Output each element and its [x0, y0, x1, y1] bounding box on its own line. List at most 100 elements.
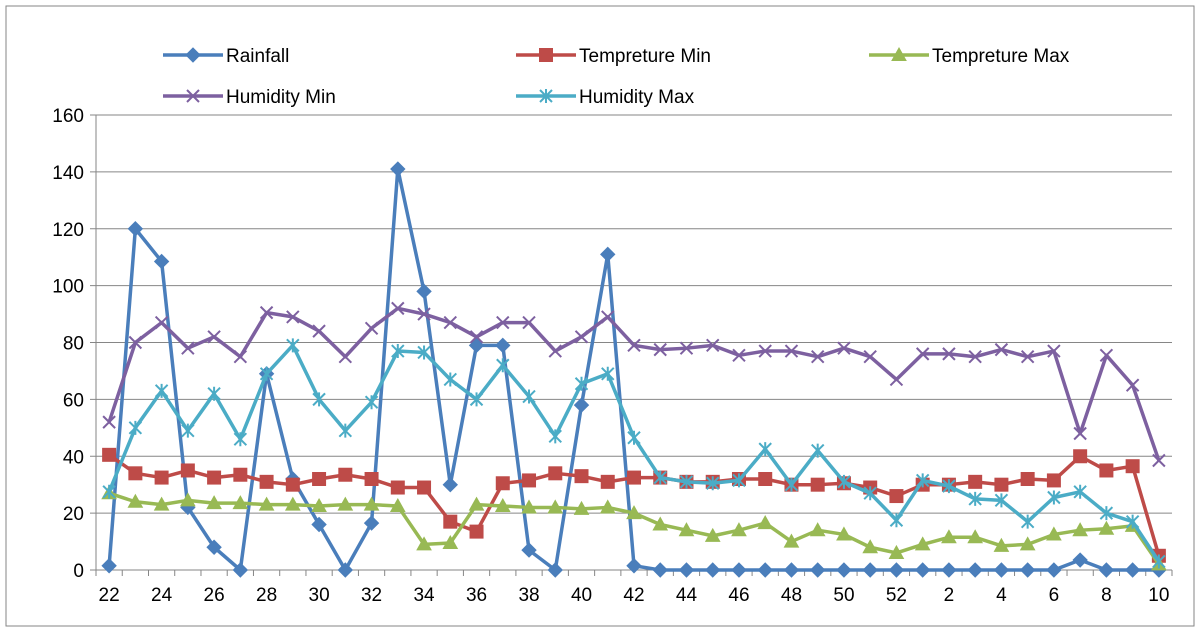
legend-item: Humidity Min: [163, 87, 336, 108]
data-point: [993, 562, 1010, 578]
legend-label: Humidity Max: [579, 87, 695, 108]
data-point: [942, 347, 956, 361]
data-point: [417, 307, 431, 321]
y-tick-label: 160: [52, 106, 84, 127]
data-point: [284, 496, 301, 511]
data-point: [468, 337, 485, 354]
data-point: [626, 505, 642, 520]
data-point: [416, 536, 432, 551]
data-point: [574, 376, 589, 391]
x-axis: 22 24 26 28 30 32 34 36 38 40 42 44 46 48 50 52 2 4 6 8 10: [95, 569, 1173, 606]
data-point: [1019, 562, 1036, 578]
x-tick-label: 44: [676, 585, 698, 606]
data-point: [312, 392, 326, 407]
data-point: [1125, 514, 1140, 529]
data-point: [128, 335, 143, 350]
data-point: [207, 330, 221, 344]
data-point: [1152, 453, 1166, 468]
data-point: [627, 338, 641, 353]
data-point: [390, 161, 406, 177]
data-point: [889, 372, 904, 387]
data-point: [573, 500, 590, 515]
data-point: [442, 534, 459, 549]
data-point: [914, 536, 931, 551]
x-tick-label: 28: [256, 585, 277, 606]
data-point: [757, 562, 773, 578]
data-point: [732, 473, 746, 488]
data-point: [810, 562, 826, 578]
x-tick-label: 42: [623, 585, 644, 606]
data-point: [1073, 449, 1088, 464]
data-point: [286, 310, 300, 324]
data-point: [522, 473, 537, 488]
data-point: [704, 527, 721, 542]
data-point: [495, 337, 511, 354]
data-point: [837, 341, 851, 355]
data-point: [1099, 348, 1114, 363]
series-humidity-max: [102, 338, 1166, 569]
x-tick-label: 8: [1101, 585, 1112, 606]
data-point: [469, 524, 484, 539]
data-point: [941, 529, 957, 544]
data-point: [994, 493, 1009, 508]
x-tick-label: 26: [204, 585, 225, 606]
x-tick-label: 24: [151, 585, 173, 606]
data-point: [653, 470, 667, 485]
data-point: [731, 562, 747, 578]
x-tick-label: 4: [996, 585, 1007, 606]
data-point: [862, 562, 878, 578]
data-point: [258, 496, 275, 511]
legend-item: Tempreture Max: [869, 46, 1070, 67]
data-point: [233, 432, 248, 447]
data-point: [1098, 562, 1115, 578]
data-point: [391, 301, 405, 316]
legend-label: Humidity Min: [226, 87, 336, 108]
data-point: [1020, 514, 1035, 529]
data-point: [363, 496, 380, 511]
data-point: [522, 389, 536, 404]
data-point: [521, 542, 537, 558]
x-tick-label: 32: [361, 585, 382, 606]
x-tick-label: 40: [571, 585, 592, 606]
legend: Rainfall Tempreture Min Tempreture Max Humi…: [163, 46, 1070, 108]
data-point: [443, 315, 458, 330]
data-point: [863, 350, 877, 364]
data-point: [1125, 378, 1140, 392]
x-tick-label: 34: [413, 585, 435, 606]
data-point: [1152, 554, 1166, 569]
series-tempreture-max: [101, 485, 1167, 571]
data-point: [443, 372, 458, 387]
data-point: [1125, 459, 1140, 474]
data-point: [233, 467, 248, 482]
data-point: [547, 562, 563, 578]
x-tick-label: 52: [886, 585, 907, 606]
data-point: [783, 562, 800, 578]
data-point: [1073, 484, 1087, 499]
data-point: [574, 469, 589, 484]
data-point: [185, 47, 201, 63]
data-point: [810, 350, 825, 364]
data-point: [652, 516, 669, 531]
data-point: [888, 544, 905, 559]
y-tick-label: 80: [63, 334, 84, 355]
x-tick-label: 6: [1049, 585, 1060, 606]
data-point: [443, 514, 458, 529]
data-point: [1124, 562, 1141, 578]
data-point: [968, 350, 982, 364]
data-point: [154, 470, 169, 485]
data-point: [810, 443, 825, 458]
data-point: [207, 386, 221, 401]
series-humidity-min: [102, 301, 1166, 468]
data-point: [942, 479, 956, 494]
data-point: [679, 341, 694, 355]
data-point: [652, 562, 668, 578]
x-tick-label: 2: [944, 585, 955, 606]
data-point: [442, 476, 458, 493]
data-point: [706, 338, 720, 353]
data-point: [1020, 472, 1035, 486]
data-point: [154, 315, 169, 330]
data-point: [600, 474, 615, 489]
x-tick-label: 38: [518, 585, 539, 606]
legend-item: Humidity Max: [516, 87, 695, 108]
